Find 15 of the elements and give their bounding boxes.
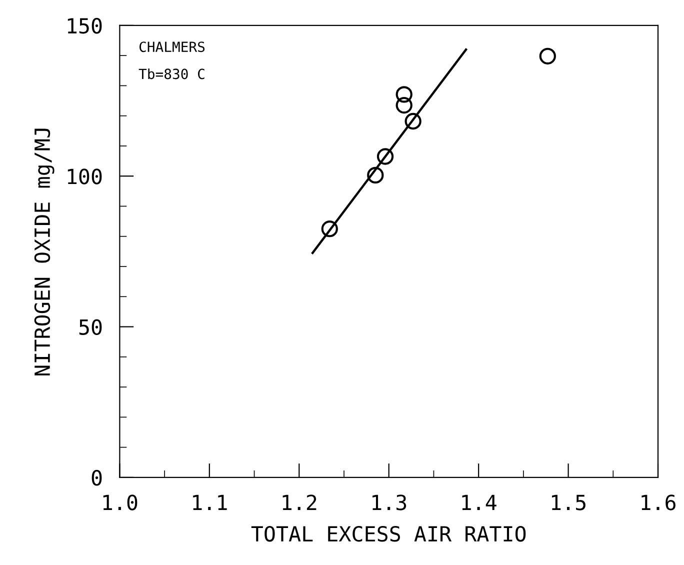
x-tick-label: 1.5 bbox=[552, 494, 586, 510]
y-tick-label: 50 bbox=[79, 319, 102, 336]
annotation: CHALMERS bbox=[139, 42, 205, 52]
x-tick-label: 1.3 bbox=[372, 494, 406, 510]
x-tick-label: 1.1 bbox=[193, 494, 227, 510]
y-tick-label: 0 bbox=[92, 470, 102, 486]
x-tick-label: 1.0 bbox=[103, 494, 138, 510]
x-tick-label: 1.2 bbox=[282, 494, 316, 510]
x-axis-title: TOTAL EXCESS AIR RATIO bbox=[251, 526, 526, 542]
y-tick-label: 100 bbox=[68, 168, 102, 184]
x-tick-label: 1.4 bbox=[462, 494, 496, 510]
y-axis-title: NITROGEN OXIDE mg/MJ bbox=[34, 128, 54, 376]
annotation: Tb=830 C bbox=[138, 68, 204, 80]
y-tick-label: 150 bbox=[68, 18, 102, 34]
x-tick-label: 1.6 bbox=[642, 494, 676, 510]
